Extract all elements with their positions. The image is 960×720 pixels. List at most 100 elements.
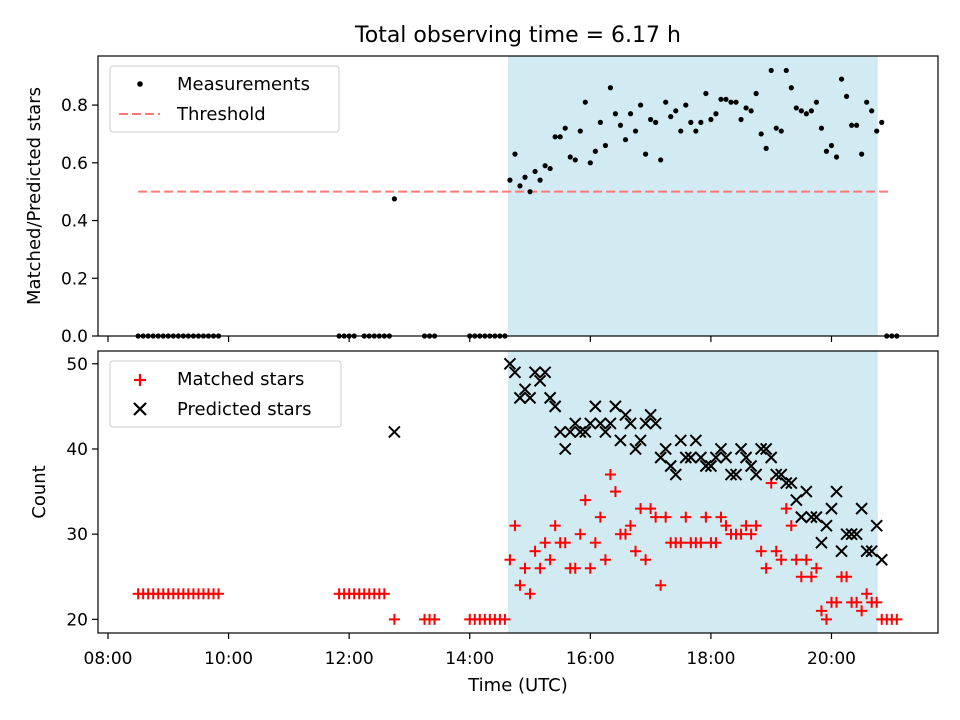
measurement-point [512,151,518,157]
predicted-star-point [654,451,667,464]
predicted-star-point [584,417,597,430]
bottom-panel: 20 30 40 50 08:00 10:00 12:00 14:00 16:00 18:00 2… [29,350,939,696]
bottom-y-tick-label: 40 [66,440,88,460]
predicted-star-point [770,468,783,481]
predicted-star-point [754,442,768,456]
predicted-star-point [664,459,677,473]
measurement-point [537,177,543,183]
predicted-star-point [729,468,743,481]
predicted-star-point [790,493,803,507]
matched-star-point [810,562,822,574]
predicted-star-point [689,434,703,447]
predicted-star-point [860,545,873,558]
matched-star-point [594,511,606,523]
matched-star-point [504,554,516,566]
measurement-point [793,105,799,111]
top-y-ticks: 0.0 0.2 0.4 0.6 0.8 [61,96,98,347]
matched-star-point [519,562,531,574]
matched-star-point [544,554,556,566]
measurement-point [828,142,835,149]
predicted-star-point [619,408,632,422]
measurement-point [798,108,804,114]
bottom-legend-box [109,360,342,428]
measurement-point [718,96,724,102]
x-tick-label: 10:00 [204,649,253,669]
predicted-star-point [870,519,883,532]
matched-star-point [584,562,596,574]
measurement-point [607,85,614,91]
measurement-point [627,111,634,117]
measurement-point [758,131,764,137]
matched-stars-layer [132,469,903,625]
measurement-point [688,119,694,125]
measurement-point [723,96,729,102]
predicted-star-point [543,391,557,405]
top-y-tick-label: 0.4 [61,212,88,232]
predicted-star-point [533,374,547,388]
predicted-star-point [835,545,848,558]
predicted-star-point [609,400,622,413]
measurement-point [637,102,644,108]
measurement-point [838,76,845,82]
matched-star-point [805,571,817,583]
matched-star-point [740,520,752,532]
measurement-point [748,108,754,114]
measurement-point [391,196,397,202]
measurement-point [642,151,649,157]
predicted-star-point [820,519,833,532]
matched-star-point [604,469,616,481]
predicted-star-point [800,485,813,498]
x-tick-label: 08:00 [84,649,133,669]
predicted-star-point [845,527,858,541]
matched-star-point [559,537,571,549]
predicted-star-point [759,442,773,456]
x-tick-label: 12:00 [325,649,374,669]
measurement-point [823,148,830,154]
predicted-star-point [694,451,708,464]
measurement-point [602,142,609,149]
bottom-x-ticks: 08:00 10:00 12:00 14:00 16:00 18:00 20:00 [84,633,856,669]
measurement-point [743,105,749,111]
matched-star-point [534,562,546,574]
measurement-point [738,116,744,123]
matched-star-point [710,537,722,549]
predicted-star-point [674,434,687,447]
top-legend: Measurements Threshold [109,65,340,133]
matched-star-point [589,537,601,549]
matched-star-point [645,503,657,515]
predicted-star-point [699,459,713,473]
matched-star-point [579,494,591,506]
measurement-point [617,122,624,128]
matched-star-point [675,537,687,549]
matched-star-point [841,571,853,583]
bottom-y-tick-label: 50 [66,355,88,375]
measurement-point [622,137,629,143]
measurement-point [572,157,578,163]
matched-star-point [574,528,586,540]
top-y-tick-label: 0.8 [61,96,88,116]
predicted-star-point [775,468,788,481]
matched-star-point [780,503,792,515]
matched-star-point [640,554,652,566]
matched-star-point [715,511,727,523]
predicted-star-point [875,553,888,566]
top-y-tick-label: 0.2 [61,269,88,289]
predicted-star-point [574,425,587,439]
predicted-star-point [639,417,652,430]
predicted-star-point [538,366,552,379]
predicted-star-point [830,485,843,498]
top-y-axis-label: Matched/Predicted stars [24,87,45,305]
measurement-point [698,119,704,125]
measurement-point [673,108,679,114]
measurement-point [658,157,664,163]
matched-star-point [831,596,843,608]
measurement-point [587,160,593,166]
matched-star-point [755,545,767,557]
matched-star-point [625,520,637,532]
predicted-star-point [558,442,572,456]
measurement-point [567,154,573,160]
predicted-star-point [548,400,562,413]
predicted-star-point [805,510,818,524]
predicted-star-point [604,417,617,430]
